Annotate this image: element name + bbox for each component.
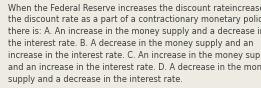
Text: the discount rate as a part of a contractionary monetary policy,: the discount rate as a part of a contrac… xyxy=(8,15,261,24)
Text: supply and a decrease in the interest rate.: supply and a decrease in the interest ra… xyxy=(8,75,183,84)
Text: the interest rate. B. A decrease in the money supply and an: the interest rate. B. A decrease in the … xyxy=(8,39,253,48)
Text: When the Federal Reserve increases the discount rateincreases: When the Federal Reserve increases the d… xyxy=(8,4,261,12)
Text: and an increase in the interest rate. D. A decrease in the money: and an increase in the interest rate. D.… xyxy=(8,63,261,72)
Text: there is: A. An increase in the money supply and a decrease in: there is: A. An increase in the money su… xyxy=(8,27,261,36)
Text: increase in the interest rate. C. An increase in the money supply: increase in the interest rate. C. An inc… xyxy=(8,51,261,60)
